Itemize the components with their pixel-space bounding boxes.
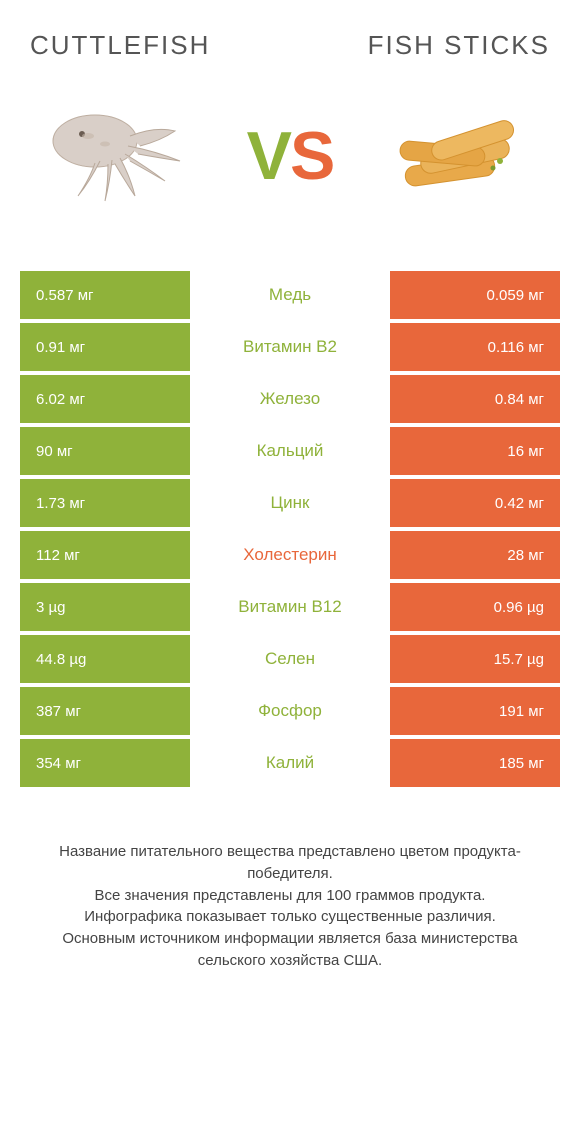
table-row: 44.8 µgСелен15.7 µg [20, 635, 560, 687]
left-value-cell: 387 мг [20, 687, 190, 735]
nutrient-label: Калий [190, 739, 390, 787]
nutrient-label: Железо [190, 375, 390, 423]
right-value-cell: 191 мг [390, 687, 560, 735]
right-value-cell: 16 мг [390, 427, 560, 475]
footer-line-4: Основным источником информации является … [30, 928, 550, 972]
left-value-cell: 354 мг [20, 739, 190, 787]
vs-label: VS [247, 117, 334, 195]
right-value-cell: 0.84 мг [390, 375, 560, 423]
left-value-cell: 90 мг [20, 427, 190, 475]
nutrient-label: Фосфор [190, 687, 390, 735]
left-value-cell: 112 мг [20, 531, 190, 579]
right-value-cell: 15.7 µg [390, 635, 560, 683]
cuttlefish-icon [40, 96, 200, 216]
right-value-cell: 28 мг [390, 531, 560, 579]
titles-row: CUTTLEFISH FISH STICKS [20, 30, 560, 61]
table-row: 3 µgВитамин B120.96 µg [20, 583, 560, 635]
vs-v-letter: V [247, 118, 290, 194]
table-row: 1.73 мгЦинк0.42 мг [20, 479, 560, 531]
left-value-cell: 3 µg [20, 583, 190, 631]
nutrient-label: Медь [190, 271, 390, 319]
fish-sticks-icon [385, 106, 535, 206]
nutrient-label: Цинк [190, 479, 390, 527]
nutrient-label: Селен [190, 635, 390, 683]
right-value-cell: 0.059 мг [390, 271, 560, 319]
right-product-title: FISH STICKS [368, 30, 550, 61]
table-row: 0.91 мгВитамин B20.116 мг [20, 323, 560, 375]
left-value-cell: 44.8 µg [20, 635, 190, 683]
left-value-cell: 0.91 мг [20, 323, 190, 371]
footer-line-3: Инфографика показывает только существенн… [30, 906, 550, 928]
right-value-cell: 0.42 мг [390, 479, 560, 527]
table-row: 387 мгФосфор191 мг [20, 687, 560, 739]
nutrient-comparison-table: 0.587 мгМедь0.059 мг0.91 мгВитамин B20.1… [20, 271, 560, 791]
table-row: 354 мгКалий185 мг [20, 739, 560, 791]
left-value-cell: 6.02 мг [20, 375, 190, 423]
vs-s-letter: S [290, 118, 333, 194]
nutrient-label: Холестерин [190, 531, 390, 579]
fish-sticks-image [380, 91, 540, 221]
table-row: 90 мгКальций16 мг [20, 427, 560, 479]
nutrient-label: Витамин B2 [190, 323, 390, 371]
right-value-cell: 0.96 µg [390, 583, 560, 631]
nutrient-label: Витамин B12 [190, 583, 390, 631]
table-row: 112 мгХолестерин28 мг [20, 531, 560, 583]
footer-notes: Название питательного вещества представл… [20, 841, 560, 972]
footer-line-1: Название питательного вещества представл… [30, 841, 550, 885]
right-value-cell: 185 мг [390, 739, 560, 787]
right-value-cell: 0.116 мг [390, 323, 560, 371]
left-product-title: CUTTLEFISH [30, 30, 210, 61]
left-value-cell: 1.73 мг [20, 479, 190, 527]
table-row: 6.02 мгЖелезо0.84 мг [20, 375, 560, 427]
table-row: 0.587 мгМедь0.059 мг [20, 271, 560, 323]
nutrient-label: Кальций [190, 427, 390, 475]
left-value-cell: 0.587 мг [20, 271, 190, 319]
footer-line-2: Все значения представлены для 100 граммо… [30, 885, 550, 907]
cuttlefish-image [40, 91, 200, 221]
hero-row: VS [20, 81, 560, 251]
